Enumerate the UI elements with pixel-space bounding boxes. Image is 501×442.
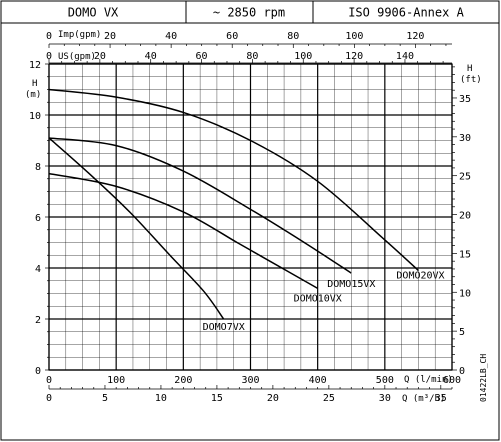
x-m3h-tick-label: 25 <box>323 393 335 404</box>
y-right-tick-label: 35 <box>459 94 471 105</box>
curve-domo15vx <box>48 137 352 274</box>
x-lmin-tick-label: 400 <box>309 375 327 386</box>
pump-curves <box>48 88 419 320</box>
y-left-tick-label: 6 <box>35 213 41 224</box>
y-left-tick-label: 10 <box>29 111 41 122</box>
header-standard: ISO 9906-Annex A <box>348 6 464 20</box>
imp-gpm-axis-label: Imp(gpm) <box>58 30 101 40</box>
x-imp-tick-label: 100 <box>345 31 363 42</box>
header-bar: DOMO VX ~ 2850 rpm ISO 9906-Annex A <box>0 0 500 24</box>
x-us-tick-label: 0 <box>46 51 52 62</box>
y-left-tick-label: 4 <box>35 264 41 275</box>
y-right-axis-label-unit: (ft) <box>460 75 482 85</box>
x-m3h-tick-label: 15 <box>211 393 223 404</box>
y-right-axis-title: H (ft) <box>460 64 482 85</box>
x-imp-tick-label: 20 <box>104 31 116 42</box>
y-left-axis-label-unit: (m) <box>25 90 41 100</box>
x-imp-tick-label: 60 <box>226 31 238 42</box>
x-m3h-tick-label: 10 <box>155 393 167 404</box>
x-lmin-tick-label: 0 <box>46 375 52 386</box>
y-right-axis-label-h: H <box>467 64 472 74</box>
x-us-tick-label: 140 <box>396 51 414 62</box>
x-m3h-tick-label: 35 <box>435 393 447 404</box>
x-imp-tick-label: 40 <box>165 31 177 42</box>
x-lmin-tick-label: 100 <box>107 375 125 386</box>
x-us-tick-label: 120 <box>345 51 363 62</box>
y-left-tick-label: 12 <box>29 60 41 71</box>
y-right-tick-label: 20 <box>459 211 471 222</box>
x-lmin-axis-label: Q (l/min) <box>404 375 453 385</box>
curve-label-domo15vx: DOMO15VX <box>327 279 375 290</box>
y-right-tick-label: 5 <box>459 327 465 338</box>
y-right-tick-label: 0 <box>459 366 465 377</box>
header-speed: ~ 2850 rpm <box>213 6 285 20</box>
x-us-tick-label: 20 <box>94 51 106 62</box>
x-m3h-tick-label: 20 <box>267 393 279 404</box>
curve-label-domo7vx: DOMO7VX <box>203 322 245 333</box>
x-lmin-tick-label: 500 <box>376 375 394 386</box>
y-right-tick-label: 25 <box>459 172 471 183</box>
x-imp-tick-label: 120 <box>406 31 424 42</box>
y-left-tick-label: 8 <box>35 162 41 173</box>
us-gpm-axis-label: US(gpm) <box>58 52 96 62</box>
figure-code: 01422LB_CH <box>479 354 488 402</box>
y-right-tick-label: 10 <box>459 288 471 299</box>
curve-domo20vx <box>48 88 419 272</box>
axis-ticks <box>45 43 457 390</box>
curve-label-domo20vx: DOMO20VX <box>396 271 444 282</box>
x-m3h-tick-label: 5 <box>102 393 108 404</box>
x-imp-tick-label: 0 <box>46 31 52 42</box>
y-left-axis-title: H (m) <box>25 79 41 100</box>
curve-domo10vx <box>48 172 319 290</box>
y-left-tick-label: 2 <box>35 315 41 326</box>
x-m3h-axis-label: Q (m³/h) <box>402 394 445 404</box>
x-us-tick-label: 60 <box>196 51 208 62</box>
y-right-tick-label: 15 <box>459 249 471 260</box>
outer-frame <box>0 22 500 441</box>
curve-label-domo10vx: DOMO10VX <box>294 293 342 304</box>
curve-domo7vx <box>48 137 225 320</box>
x-m3h-tick-label: 0 <box>46 393 52 404</box>
x-lmin-tick-label: 200 <box>174 375 192 386</box>
x-lmin-tick-label: 600 <box>443 375 461 386</box>
y-left-tick-label: 0 <box>35 366 41 377</box>
x-us-tick-label: 40 <box>145 51 157 62</box>
y-right-tick-label: 30 <box>459 133 471 144</box>
x-us-tick-label: 100 <box>294 51 312 62</box>
y-left-axis-label-h: H <box>32 79 37 89</box>
x-lmin-tick-label: 300 <box>241 375 259 386</box>
x-m3h-tick-label: 30 <box>379 393 391 404</box>
curve-labels: DOMO7VX DOMO10VX DOMO15VX DOMO20VX <box>203 271 445 333</box>
header-model: DOMO VX <box>68 6 119 20</box>
x-us-tick-label: 80 <box>246 51 258 62</box>
x-imp-tick-label: 80 <box>287 31 299 42</box>
